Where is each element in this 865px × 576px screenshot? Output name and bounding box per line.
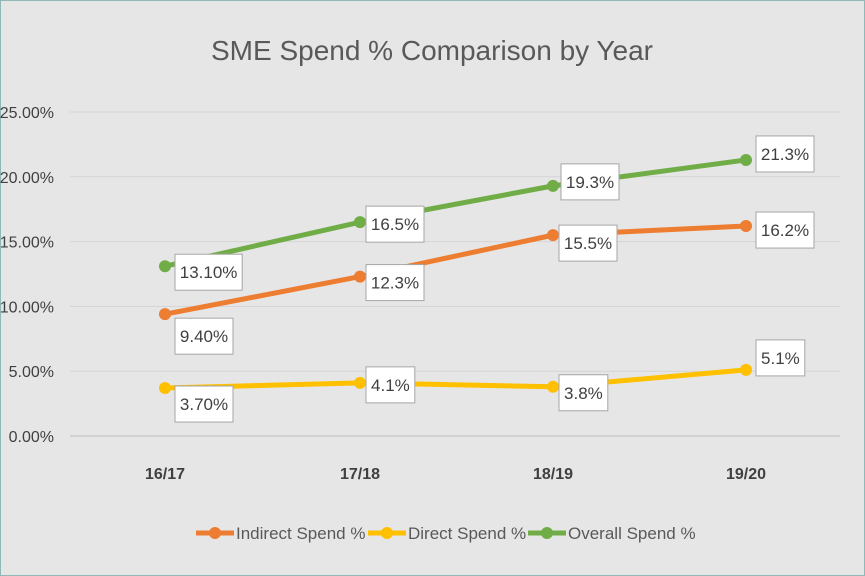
data-label: 21.3% — [755, 135, 815, 173]
data-label: 13.10% — [174, 253, 243, 291]
series-line — [162, 157, 749, 269]
x-tick-label: 18/19 — [533, 466, 573, 483]
data-label-text: 3.70% — [180, 395, 228, 414]
legend: Indirect Spend % Direct Spend % Overall Sp… — [196, 524, 696, 543]
y-tick-label: 20.00% — [0, 170, 54, 187]
data-label-text: 12.3% — [371, 274, 419, 293]
data-point — [740, 363, 752, 376]
legend-item: Overall Spend % — [528, 524, 696, 543]
data-label-box — [755, 135, 815, 173]
series-indirect-spend — [159, 220, 752, 321]
data-label-box — [755, 339, 806, 377]
data-label-box — [558, 224, 618, 262]
data-label: 4.1% — [365, 366, 416, 404]
data-label: 19.3% — [560, 163, 620, 201]
data-label-text: 3.8% — [564, 384, 603, 403]
data-label-box — [560, 163, 620, 201]
data-point — [354, 376, 366, 389]
data-label-text: 21.3% — [761, 145, 809, 164]
data-point — [740, 220, 752, 233]
legend-label: Indirect Spend % — [236, 524, 365, 543]
legend-swatch-marker — [541, 527, 553, 539]
y-tick-label: 25.00% — [0, 105, 54, 122]
legend-label: Overall Spend % — [568, 524, 696, 543]
data-point — [547, 380, 559, 393]
data-point — [547, 179, 559, 192]
y-tick-label: 15.00% — [0, 235, 54, 252]
series-lines — [159, 153, 752, 395]
x-axis: 16/17 17/18 18/19 19/20 — [145, 466, 766, 483]
data-label-text: 13.10% — [180, 263, 238, 282]
data-label-text: 19.3% — [566, 173, 614, 192]
data-point — [354, 270, 366, 283]
data-label-box — [558, 374, 609, 412]
data-label: 3.8% — [558, 374, 609, 412]
data-label: 3.70% — [174, 385, 234, 423]
data-label-box — [174, 317, 234, 355]
legend-item: Indirect Spend % — [196, 524, 365, 543]
data-point — [159, 382, 171, 395]
data-label-box — [755, 211, 815, 249]
series-overall-spend — [159, 153, 752, 273]
data-label-box — [365, 366, 416, 404]
x-tick-label: 17/18 — [340, 466, 380, 483]
data-point — [159, 308, 171, 321]
y-tick-label: 0.00% — [9, 429, 54, 446]
legend-swatch-marker — [209, 527, 221, 539]
data-label-box — [365, 205, 425, 243]
legend-swatch-marker — [381, 527, 393, 539]
data-label-text: 16.2% — [761, 221, 809, 240]
x-tick-label: 19/20 — [726, 466, 766, 483]
data-label-text: 16.5% — [371, 215, 419, 234]
data-point — [547, 229, 559, 242]
data-label: 15.5% — [558, 224, 618, 262]
data-label-text: 4.1% — [371, 376, 410, 395]
data-label-box — [174, 253, 243, 291]
series-line — [162, 223, 749, 317]
data-label-text: 15.5% — [564, 234, 612, 253]
data-label: 9.40% — [174, 317, 234, 355]
data-label-text: 5.1% — [761, 349, 800, 368]
series-direct-spend — [159, 363, 752, 395]
data-label: 16.5% — [365, 205, 425, 243]
data-label-text: 9.40% — [180, 327, 228, 346]
y-tick-label: 5.00% — [9, 364, 54, 381]
data-label-box — [174, 385, 234, 423]
data-point — [354, 216, 366, 229]
data-labels: 9.40% 12.3% 15.5% 16.2% 3.70% 4.1% 3.8% 5.1% 13.… — [174, 135, 815, 423]
data-label-box — [365, 264, 425, 302]
legend-label: Direct Spend % — [408, 524, 526, 543]
chart-title: SME Spend % Comparison by Year — [211, 35, 653, 66]
x-tick-label: 16/17 — [145, 466, 185, 483]
data-label: 5.1% — [755, 339, 806, 377]
legend-item: Direct Spend % — [368, 524, 526, 543]
data-point — [740, 153, 752, 166]
data-label: 16.2% — [755, 211, 815, 249]
y-tick-label: 10.00% — [0, 299, 54, 316]
data-label: 12.3% — [365, 264, 425, 302]
series-line — [162, 367, 749, 391]
y-axis: 0.00% 5.00% 10.00% 15.00% 20.00% 25.00% — [0, 105, 54, 446]
data-point — [159, 260, 171, 273]
